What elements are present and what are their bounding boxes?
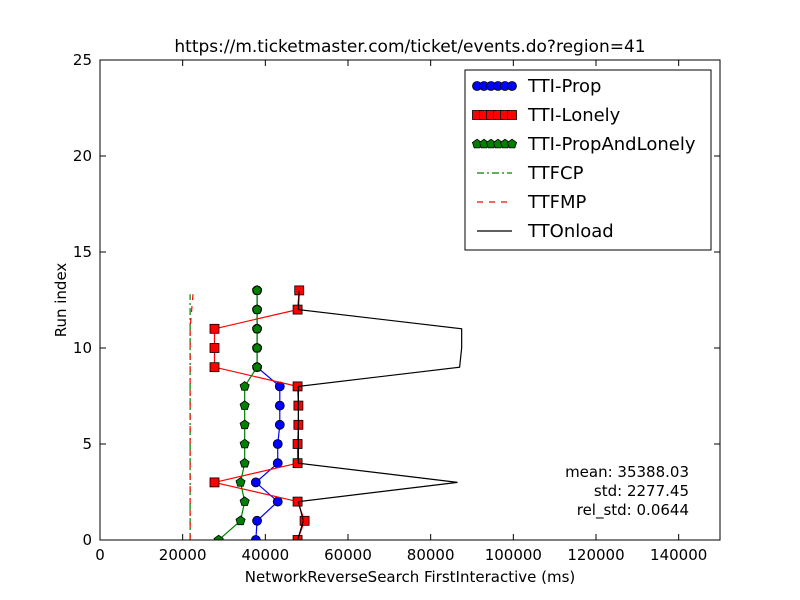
series-tti-propandlonely [213,285,263,540]
x-tick-label: 120000 [567,546,624,564]
x-tick-label: 40000 [241,546,289,564]
tti-prop-point [274,400,285,411]
x-tick-label: 20000 [159,546,207,564]
legend-entry-ttonload: TTOnload [477,221,614,242]
legend-marker-tti-lonely [507,110,517,120]
legend-entry-tti-prop: TTI-Prop [472,76,601,97]
tti-propandlonely-point [252,342,263,353]
ttonload-line [296,290,463,540]
legend-entry-ttfcp: TTFCP [477,163,584,184]
stat-std: std: 2277.45 [594,482,689,500]
tti-lonely-point [209,477,220,488]
legend-label-tti-propandlonely: TTI-PropAndLonely [527,134,696,155]
legend-box [464,69,712,251]
tti-propandlonely-point [235,477,246,487]
legend: TTI-Prop TTI-Lonely TTI-PropAndLonely TTFCP… [464,69,712,251]
chart-title: https://m.ticketmaster.com/ticket/events… [174,37,645,57]
tti-lonely-point [299,515,310,526]
tti-propandlonely-point [213,534,224,540]
x-tick-label: 0 [95,546,105,564]
legend-label-tti-prop: TTI-Prop [527,76,601,97]
y-tick-label: 20 [73,147,92,165]
y-tick-label: 5 [82,435,92,453]
legend-entry-tti-propandlonely: TTI-PropAndLonely [471,134,696,155]
tti-propandlonely-point [252,285,263,295]
tti-propandlonely-point [239,457,250,468]
ticks-layer: 0 20000 40000 60000 80000 100000 120000 140000 0… [73,51,720,564]
x-tick-label: 80000 [407,546,455,564]
y-axis-label: Run index [52,263,70,338]
tti-propandlonely-point [239,496,250,506]
y-tick-label: 0 [82,531,92,549]
tti-prop-point [252,515,262,526]
y-tick-label: 10 [73,339,92,357]
series-layer [189,285,463,540]
legend-label-ttfcp: TTFCP [527,163,584,184]
x-axis-label: NetworkReverseSearch FirstInteractive (m… [245,568,576,586]
tti-prop-point [250,477,261,488]
stat-rel-std: rel_std: 0.0644 [577,501,689,520]
legend-entry-ttfmp: TTFMP [477,192,587,213]
tti-lonely-point [292,439,303,449]
stat-mean: mean: 35388.03 [565,463,689,481]
tti-lonely-point [209,362,220,373]
tti-propandlonely-point [252,323,263,334]
plot-frame [99,59,721,541]
tti-propandlonely-point [239,438,250,449]
y-tick-label: 25 [73,51,92,69]
tti-propandlonely-point [252,304,263,314]
x-tick-label: 140000 [650,546,707,564]
tti-lonely-point [209,343,220,353]
tti-prop-point [274,419,285,430]
x-tick-label: 100000 [485,546,542,564]
ttfmp-line [189,294,194,540]
y-tick-label: 15 [73,243,92,261]
legend-label-ttfmp: TTFMP [527,192,587,213]
tti-propandlonely-point [235,515,246,526]
tti-propandlonely-point [239,381,250,391]
tti-propandlonely-point [239,400,250,410]
legend-label-tti-lonely: TTI-Lonely [527,105,621,126]
tti-propandlonely-point [252,361,263,372]
tti-prop-point [272,439,283,449]
tti-prop-point [272,496,283,507]
legend-marker-tti-propandlonely [506,138,518,149]
series-ttfmp [189,294,194,540]
legend-entry-tti-lonely: TTI-Lonely [472,105,621,126]
x-tick-label: 60000 [324,546,372,564]
tti-lonely-point [209,323,220,334]
tti-propandlonely-point [239,419,250,430]
tti-prop-point [250,535,261,540]
tti-lonely-point [292,535,303,540]
stats-annotation: mean: 35388.03 std: 2277.45 rel_std: 0.0… [565,463,689,520]
tti-prop-point [272,458,283,469]
series-ttonload [296,290,463,540]
legend-label-ttonload: TTOnload [527,221,614,242]
legend-marker-tti-prop [507,81,517,91]
